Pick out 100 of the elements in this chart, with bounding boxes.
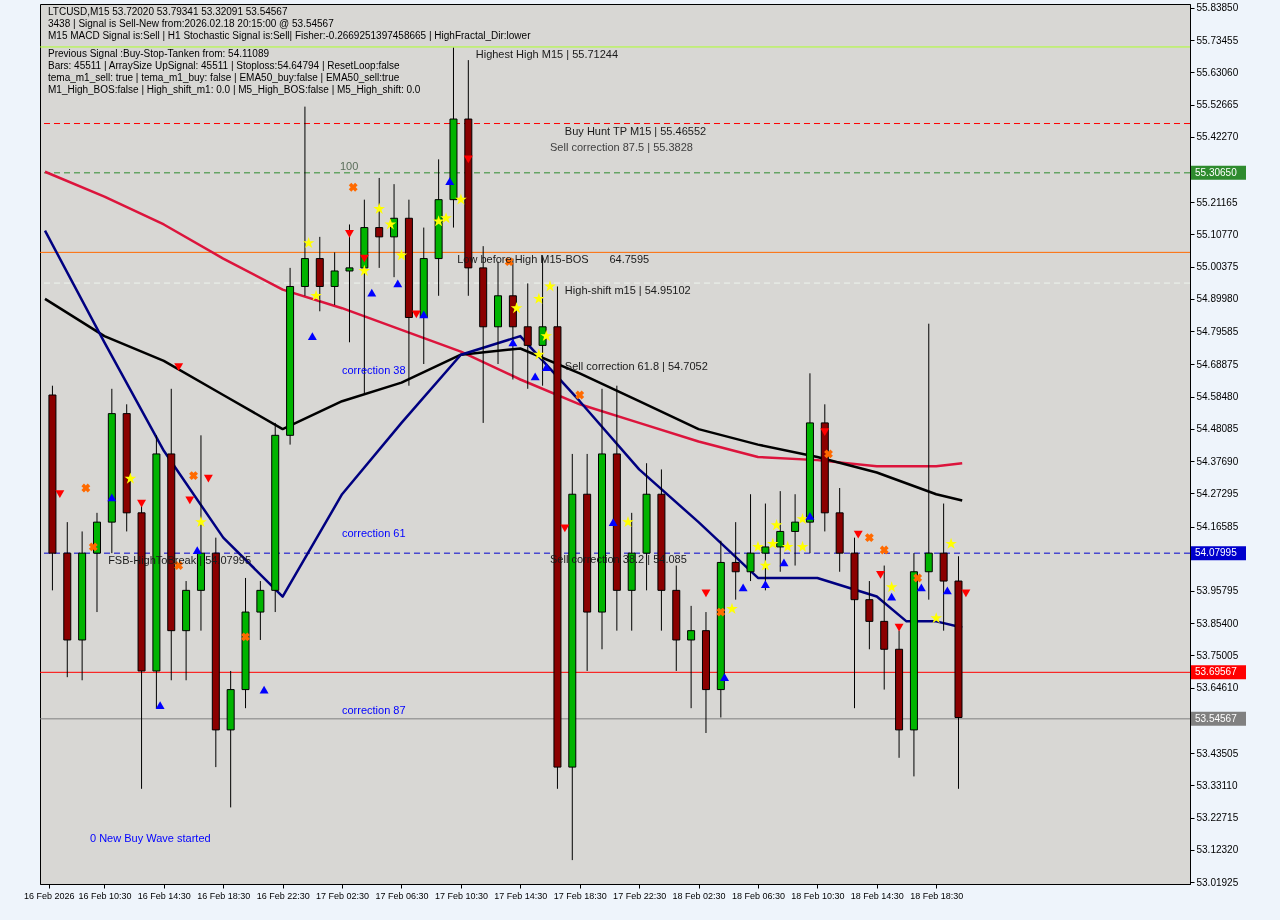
point [241, 632, 250, 642]
point [174, 363, 184, 371]
ref-line-label: 53.69567 [1195, 666, 1238, 678]
candlestick [776, 490, 785, 573]
point [770, 519, 783, 531]
point [508, 338, 518, 347]
x-tick-label: 17 Feb 06:30 [375, 890, 429, 901]
point [760, 580, 770, 589]
point [463, 155, 473, 164]
y-tick-label: 54.79585 [1196, 325, 1239, 337]
point [345, 229, 354, 238]
y-tick-label: 54.68875 [1196, 358, 1239, 370]
point [805, 512, 815, 520]
point [55, 490, 65, 499]
point [192, 546, 202, 554]
point [81, 483, 91, 493]
y-tick-label: 55.42270 [1196, 131, 1239, 143]
annotation: Highest High M15 | 55.71244 [475, 47, 619, 60]
candlestick [746, 493, 755, 582]
point [738, 583, 748, 592]
point [540, 329, 553, 342]
x-tick-label: 16 Feb 18:30 [197, 890, 251, 901]
y-tick-label: 54.58480 [1196, 391, 1239, 403]
point [530, 372, 540, 381]
annotation: M15 MACD Signal is:Sell | H1 Stochastic Signal is:Sell| Fisher:-0.2669251397458665 | HighFractal_Dir:lower [48, 30, 532, 41]
point [137, 499, 147, 508]
point [885, 581, 898, 593]
y-tick-label: 55.52665 [1196, 99, 1239, 111]
y-tick-label: 54.48085 [1196, 423, 1239, 435]
candlestick [345, 223, 354, 343]
point [440, 212, 452, 224]
annotation: Buy Hunt TP M15 | 55.46552 [564, 124, 707, 137]
annotation: Bars: 45511 | ArraySize UpSignal: 45511 | Stoploss:54.64794 | ResetLoop:false [48, 60, 400, 71]
y-tick-label: 54.16585 [1196, 521, 1239, 533]
annotation: 100 [340, 160, 359, 172]
annotation: 3438 | Signal is Sell-New from:2026.02.18 20:15:00 @ 53.54567 [48, 18, 335, 29]
x-tick-label: 17 Feb 18:30 [553, 890, 607, 901]
point [432, 215, 445, 227]
x-tick-label: 18 Feb 14:30 [850, 890, 904, 901]
x-tick-label: 17 Feb 14:30 [494, 890, 548, 901]
point [796, 540, 809, 552]
point [393, 279, 403, 288]
point [348, 182, 358, 192]
candlestick [330, 251, 339, 306]
point [824, 449, 833, 459]
annotation: 64.7595 [609, 253, 650, 266]
point [307, 332, 317, 340]
point [913, 573, 923, 583]
point [575, 390, 585, 400]
line-series [43, 170, 964, 468]
point [945, 537, 957, 549]
x-tick-label: 18 Feb 18:30 [910, 890, 964, 901]
x-tick-label: 18 Feb 10:30 [791, 890, 845, 901]
x-tick-label: 16 Feb 10:30 [78, 890, 132, 901]
point [510, 302, 523, 314]
point [876, 570, 885, 579]
point [367, 288, 377, 297]
point [533, 292, 545, 304]
annotation: High-shift m15 | 54.95102 [564, 284, 691, 297]
point [302, 236, 315, 249]
point [455, 193, 467, 205]
candlestick [865, 580, 874, 650]
y-tick-label: 53.22715 [1196, 812, 1239, 824]
candlestick [687, 605, 696, 709]
point [189, 471, 198, 481]
point [395, 249, 408, 261]
y-tick-label: 53.85400 [1196, 617, 1239, 629]
annotation: Previous Signal :Buy-Stop-Tanken from: 54.11089 [48, 48, 270, 59]
point [781, 540, 794, 552]
x-tick-label: 17 Feb 02:30 [316, 890, 370, 901]
annotation: correction 61 [342, 527, 406, 539]
ref-line-label: 55.30650 [1195, 166, 1238, 178]
point [916, 583, 926, 592]
x-tick-label: 16 Feb 14:30 [137, 890, 191, 901]
x-tick-label: 18 Feb 02:30 [672, 890, 726, 901]
x-tick-label: 17 Feb 10:30 [434, 890, 488, 901]
y-tick-label: 55.10770 [1196, 228, 1239, 240]
point [716, 607, 726, 617]
ref-line-label: 54.07995 [1195, 547, 1238, 559]
y-tick-label: 53.64610 [1196, 682, 1239, 694]
point [373, 202, 386, 214]
point [720, 673, 730, 682]
y-tick-label: 53.75005 [1196, 649, 1239, 661]
candlestick [375, 177, 384, 269]
point [359, 254, 369, 263]
annotation: 0 New Buy Wave started [90, 832, 211, 844]
point [124, 472, 137, 484]
annotation: Sell correction 87.5 | 55.3828 [550, 141, 693, 153]
y-tick-label: 53.43505 [1196, 747, 1239, 759]
point [930, 612, 943, 624]
y-tick-label: 55.00375 [1196, 261, 1239, 273]
point [820, 428, 830, 437]
candlestick [791, 493, 800, 567]
point [726, 602, 738, 614]
point [864, 533, 874, 543]
point [879, 545, 889, 555]
y-tick-label: 54.27295 [1196, 487, 1239, 499]
point [752, 540, 764, 552]
y-tick-label: 53.95795 [1196, 585, 1239, 597]
point [358, 264, 371, 276]
